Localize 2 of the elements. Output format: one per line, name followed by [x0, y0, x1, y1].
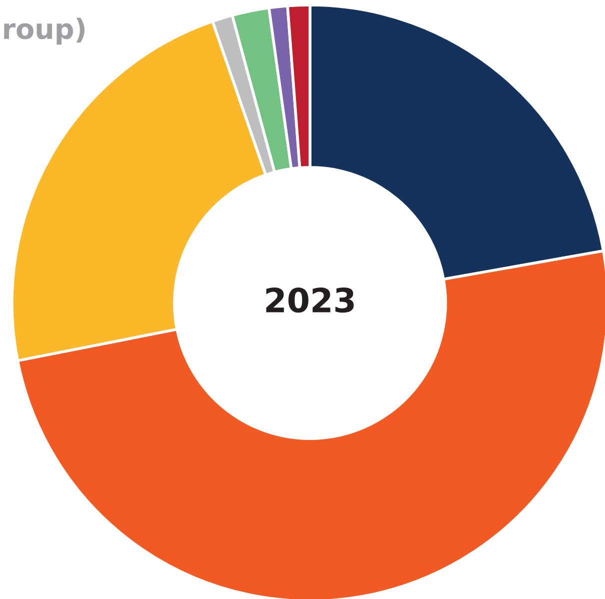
chart-title: roup): [4, 18, 85, 45]
text: 2023: [266, 287, 354, 313]
